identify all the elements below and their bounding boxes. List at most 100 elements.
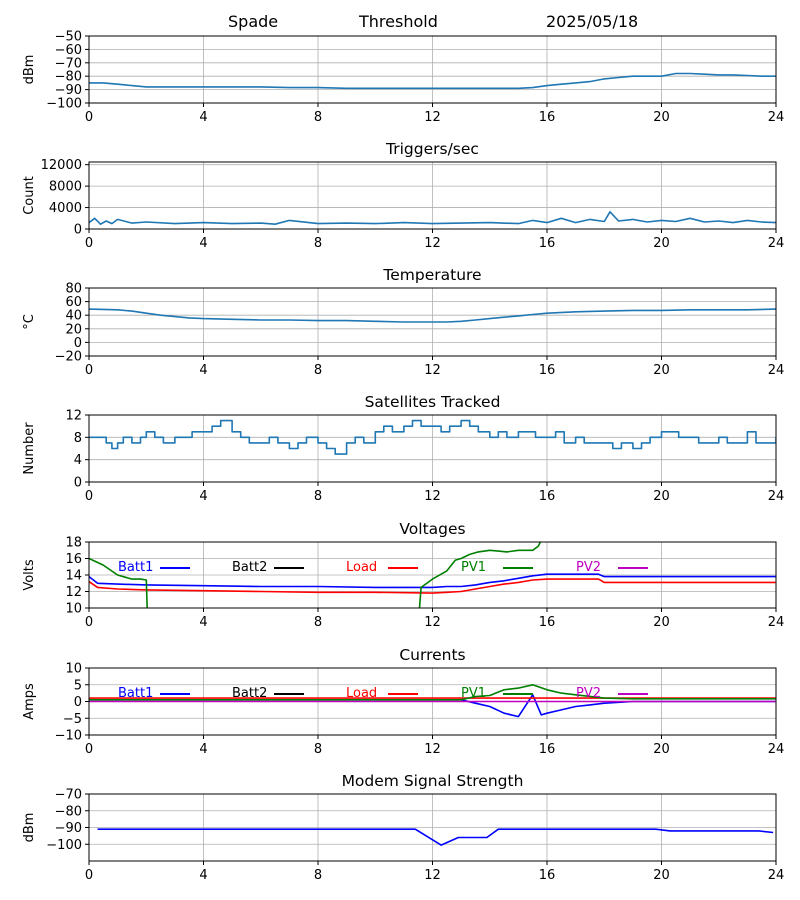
legend-label-pv1: PV1: [461, 686, 486, 701]
y-tick-label: −70: [55, 788, 82, 803]
x-tick-label: 24: [768, 868, 785, 883]
y-tick-label: 18: [65, 536, 82, 551]
y-tick-label: 14: [65, 569, 82, 584]
x-tick-label: 12: [424, 110, 441, 125]
y-tick-label: 16: [65, 552, 82, 567]
y-tick-label: 8: [74, 431, 82, 446]
x-tick-label: 16: [539, 615, 556, 630]
legend-label-batt1: Batt1: [118, 560, 153, 575]
y-tick-label: −50: [55, 30, 82, 45]
panel-title: Modem Signal Strength: [342, 772, 524, 790]
legend-label-batt2: Batt2: [232, 560, 267, 575]
y-tick-label: 4000: [49, 201, 82, 216]
x-tick-label: 0: [85, 489, 93, 504]
x-tick-label: 20: [653, 236, 670, 251]
x-tick-label: 16: [539, 489, 556, 504]
x-tick-label: 0: [85, 615, 93, 630]
series-line-panel3: [89, 308, 776, 323]
legend-label-pv2: PV2: [576, 686, 601, 701]
y-tick-label: 80: [65, 282, 82, 297]
x-tick-label: 0: [85, 363, 93, 378]
x-tick-label: 4: [199, 489, 207, 504]
series-line-panel7: [97, 828, 774, 846]
y-axis-label: dBm: [22, 813, 37, 843]
y-tick-label: −100: [46, 838, 82, 853]
x-tick-label: 0: [85, 868, 93, 883]
x-tick-label: 24: [768, 110, 785, 125]
y-tick-label: −10: [55, 729, 82, 744]
y-tick-label: 12: [65, 585, 82, 600]
x-tick-label: 8: [314, 489, 322, 504]
x-tick-label: 16: [539, 363, 556, 378]
y-axis-label: °C: [22, 314, 37, 330]
y-tick-label: −5: [63, 712, 82, 727]
y-axis-label: Count: [22, 176, 37, 215]
x-tick-label: 0: [85, 110, 93, 125]
x-tick-label: 4: [199, 110, 207, 125]
legend-label-batt2: Batt2: [232, 686, 267, 701]
y-tick-label: 0: [74, 695, 82, 710]
series-line-pv1: [89, 542, 542, 608]
x-tick-label: 24: [768, 615, 785, 630]
y-tick-label: −90: [55, 821, 82, 836]
x-tick-label: 4: [199, 236, 207, 251]
x-tick-label: 16: [539, 110, 556, 125]
y-axis-label: Amps: [22, 683, 37, 720]
x-tick-label: 12: [424, 489, 441, 504]
x-tick-label: 20: [653, 742, 670, 757]
y-tick-label: 0: [74, 223, 82, 238]
y-tick-label: 5: [74, 678, 82, 693]
y-tick-label: −90: [55, 83, 82, 98]
x-tick-label: 24: [768, 236, 785, 251]
x-tick-label: 4: [199, 742, 207, 757]
x-tick-label: 8: [314, 110, 322, 125]
x-tick-label: 12: [424, 363, 441, 378]
y-tick-label: 12: [65, 409, 82, 424]
y-axis-label: dBm: [22, 55, 37, 85]
y-tick-label: −70: [55, 56, 82, 71]
x-tick-label: 4: [199, 363, 207, 378]
legend-label-load: Load: [346, 560, 377, 575]
legend-label-batt1: Batt1: [118, 686, 153, 701]
y-axis-label: Volts: [22, 559, 37, 591]
legend-label-load: Load: [346, 686, 377, 701]
x-tick-label: 12: [424, 236, 441, 251]
y-tick-label: 20: [65, 322, 82, 337]
y-tick-label: 12000: [41, 158, 82, 173]
x-tick-label: 16: [539, 868, 556, 883]
panel-title: Voltages: [399, 520, 465, 538]
x-tick-label: 8: [314, 868, 322, 883]
x-tick-label: 20: [653, 110, 670, 125]
x-tick-label: 4: [199, 868, 207, 883]
y-tick-label: 40: [65, 309, 82, 324]
header-mode: Threshold: [359, 12, 438, 31]
x-tick-label: 8: [314, 615, 322, 630]
x-tick-label: 24: [768, 489, 785, 504]
x-tick-label: 8: [314, 742, 322, 757]
panel-title: Satellites Tracked: [365, 393, 501, 411]
x-tick-label: 20: [653, 363, 670, 378]
x-tick-label: 24: [768, 363, 785, 378]
header-date: 2025/05/18: [546, 12, 639, 31]
legend-label-pv2: PV2: [576, 560, 601, 575]
x-tick-label: 20: [653, 868, 670, 883]
y-tick-label: −80: [55, 70, 82, 85]
panel-title: Temperature: [382, 266, 481, 284]
series-line-pv1: [89, 684, 776, 701]
y-tick-label: −20: [55, 350, 82, 365]
y-tick-label: 10: [65, 662, 82, 677]
y-tick-label: 8000: [49, 180, 82, 195]
y-tick-label: 0: [74, 476, 82, 491]
x-tick-label: 16: [539, 742, 556, 757]
x-tick-label: 12: [424, 615, 441, 630]
y-tick-label: 0: [74, 336, 82, 351]
series-line-panel1: [89, 72, 776, 90]
x-tick-label: 4: [199, 615, 207, 630]
x-tick-label: 16: [539, 236, 556, 251]
y-tick-label: −100: [46, 97, 82, 112]
header-station: Spade: [228, 12, 279, 31]
x-tick-label: 0: [85, 236, 93, 251]
x-tick-label: 24: [768, 742, 785, 757]
x-tick-label: 0: [85, 742, 93, 757]
x-tick-label: 8: [314, 363, 322, 378]
